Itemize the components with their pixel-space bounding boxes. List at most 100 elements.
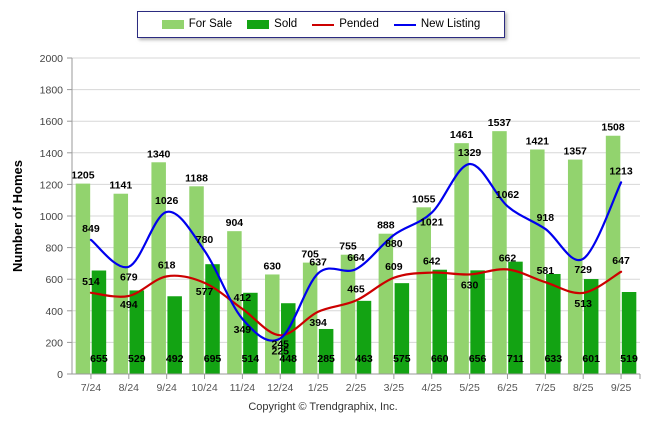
y-tick-label: 800 (45, 243, 63, 255)
y-tick-label: 600 (45, 274, 63, 286)
line-value-labels: 514 494 618 577 412 245 394 465 609 642 630 662 581 5… (82, 147, 633, 357)
value-label-pended: 245 (272, 338, 290, 350)
value-label-pended: 662 (499, 252, 517, 264)
value-label-sold: 463 (355, 353, 373, 365)
value-label-pended: 642 (423, 256, 441, 268)
x-tick-label: 2/25 (346, 382, 367, 394)
y-tick-label: 400 (45, 306, 63, 318)
value-label-sold: 633 (545, 353, 563, 365)
value-label-new-listing: 1213 (609, 165, 633, 177)
value-label-sold: 492 (166, 353, 184, 365)
value-label-new-listing: 225 (272, 345, 290, 357)
value-label-for-sale: 705 (301, 249, 319, 261)
x-tick-label: 12/24 (267, 382, 293, 394)
value-label-for-sale: 1055 (412, 193, 436, 205)
legend-label-new-listing: New Listing (420, 17, 481, 30)
value-label-pended: 494 (120, 299, 138, 311)
bar-for-sale (265, 274, 280, 374)
value-label-sold: 448 (280, 353, 298, 365)
bar-sold (583, 279, 599, 374)
x-tick-label: 6/25 (497, 382, 518, 394)
value-label-for-sale: 1205 (71, 170, 95, 182)
legend-label-sold: Sold (274, 17, 298, 30)
value-label-for-sale: 1141 (109, 180, 132, 192)
bar-sold (621, 292, 637, 374)
value-label-sold: 660 (431, 353, 449, 365)
value-label-pended: 618 (158, 259, 176, 271)
y-axis-ticks: 0 200 400 600 800 1000 1200 1400 1600 1800 2000 (40, 53, 72, 381)
value-label-new-listing: 1026 (155, 195, 179, 207)
value-label-sold: 519 (620, 353, 638, 365)
legend-swatch-new-listing (393, 23, 416, 26)
value-label-sold: 695 (204, 353, 222, 365)
value-label-new-listing: 1062 (496, 189, 520, 201)
bar-for-sale (530, 149, 545, 374)
legend-swatch-for-sale (161, 20, 184, 29)
bar-sold (394, 283, 410, 374)
legend-item-new-listing: New Listing (393, 17, 481, 31)
bar-sold (470, 270, 485, 374)
bar-sold (318, 328, 334, 374)
value-label-for-sale: 904 (226, 217, 244, 229)
value-label-new-listing: 849 (82, 223, 100, 235)
y-tick-label: 2000 (40, 53, 64, 65)
bar-sold (432, 269, 447, 374)
value-label-new-listing: 780 (196, 234, 214, 246)
bar-sold (546, 273, 561, 374)
value-label-sold: 656 (469, 353, 487, 365)
value-label-for-sale: 1340 (147, 148, 171, 160)
value-label-new-listing: 1021 (420, 217, 444, 229)
legend-item-for-sale: For Sale (161, 18, 232, 31)
x-tick-label: 8/25 (573, 382, 594, 394)
value-label-pended: 412 (234, 292, 252, 304)
value-label-pended: 581 (537, 265, 555, 277)
x-axis-ticks: 7/24 8/24 9/24 10/24 11/24 12/24 1/25 2/25 3/25 4… (81, 374, 641, 394)
value-label-sold: 601 (582, 353, 600, 365)
value-label-sold: 285 (317, 353, 335, 365)
value-label-pended: 647 (612, 255, 630, 267)
value-label-pended: 609 (385, 261, 403, 273)
bar-for-sale (113, 193, 129, 374)
y-tick-label: 1000 (40, 211, 64, 223)
bar-sold (129, 290, 145, 374)
value-label-for-sale: 1508 (601, 122, 625, 134)
value-label-for-sale: 1537 (488, 117, 512, 129)
y-tick-label: 0 (57, 369, 63, 381)
legend-swatch-pended (312, 23, 335, 26)
value-label-sold: 711 (507, 353, 524, 365)
bar-sold (356, 300, 372, 374)
value-label-sold: 514 (242, 353, 260, 365)
value-label-for-sale: 630 (264, 260, 282, 272)
x-tick-label: 9/24 (156, 382, 177, 394)
value-label-for-sale: 1188 (185, 172, 208, 184)
value-label-for-sale: 888 (377, 220, 395, 232)
legend-swatch-sold (247, 20, 270, 29)
value-label-for-sale: 1461 (450, 129, 474, 141)
value-label-new-listing: 349 (234, 324, 252, 336)
bar-for-sale (340, 254, 356, 374)
bar-for-sale (378, 233, 394, 374)
x-tick-label: 1/25 (308, 382, 329, 394)
y-tick-label: 1800 (40, 85, 64, 97)
value-label-pended: 513 (574, 298, 592, 310)
bar-sold (205, 264, 220, 374)
bar-for-sale (416, 207, 431, 374)
value-label-new-listing: 679 (120, 272, 138, 284)
y-tick-label: 1400 (40, 148, 64, 160)
grid-lines (72, 57, 640, 375)
line-pended (89, 268, 623, 337)
value-label-pended: 630 (461, 279, 479, 291)
value-label-pended: 394 (309, 317, 327, 329)
x-tick-label: 3/25 (384, 382, 405, 394)
chart-legend: For Sale Sold Pended New Listing (137, 11, 505, 38)
legend-item-sold: Sold (247, 17, 298, 31)
line-new-listing (89, 162, 623, 342)
value-label-for-sale: 755 (339, 241, 357, 253)
value-label-new-listing: 637 (309, 256, 327, 268)
x-tick-label: 11/24 (230, 382, 256, 394)
y-tick-label: 200 (45, 337, 63, 349)
x-tick-label: 9/25 (611, 382, 632, 394)
x-tick-label: 7/25 (535, 382, 556, 394)
